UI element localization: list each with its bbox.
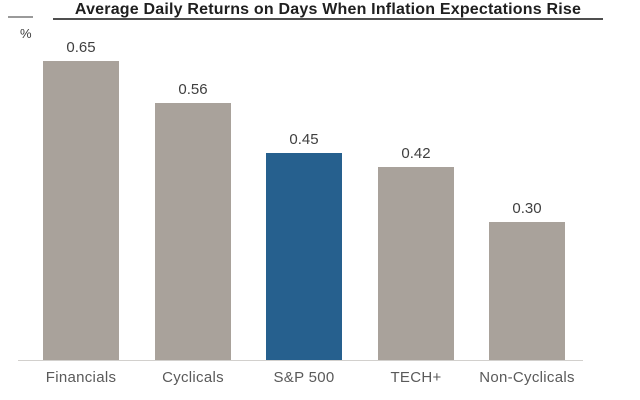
bar-s-p-500 (266, 153, 342, 360)
bar-value-label-financials: 0.65 (66, 39, 96, 56)
bar-tech (378, 167, 454, 360)
bar-cyclicals (155, 103, 231, 360)
axis-cap-line (8, 16, 33, 18)
bar-group-tech: 0.42 TECH+ (378, 30, 454, 386)
bar-group-financials: 0.65 Financials (43, 30, 119, 386)
category-label-financials: Financials (45, 369, 117, 386)
bar-financials (43, 61, 119, 360)
category-label-tech: TECH+ (390, 369, 442, 386)
bar-group-non-cyclicals: 0.30 Non-Cyclicals (479, 30, 574, 386)
title-underline (53, 18, 603, 20)
bar-value-label-tech: 0.42 (401, 145, 431, 162)
chart-title: Average Daily Returns on Days When Infla… (74, 1, 582, 18)
bar-value-label-s-p-500: 0.45 (289, 131, 319, 148)
bar-non-cyclicals (489, 222, 565, 360)
x-axis-line (18, 360, 583, 361)
y-axis-unit-label: % (20, 26, 32, 41)
plot-area: 0.65 Financials 0.56 Cyclicals 0.45 S&P 500 0.… (0, 30, 640, 386)
bar-value-label-cyclicals: 0.56 (178, 81, 208, 98)
category-label-s-p-500: S&P 500 (273, 369, 335, 386)
bar-group-cyclicals: 0.56 Cyclicals (155, 30, 231, 386)
category-label-non-cyclicals: Non-Cyclicals (479, 369, 575, 386)
bar-value-label-non-cyclicals: 0.30 (512, 200, 542, 217)
bar-group-s-p-500: 0.45 S&P 500 (266, 30, 342, 386)
category-label-cyclicals: Cyclicals (162, 369, 224, 386)
